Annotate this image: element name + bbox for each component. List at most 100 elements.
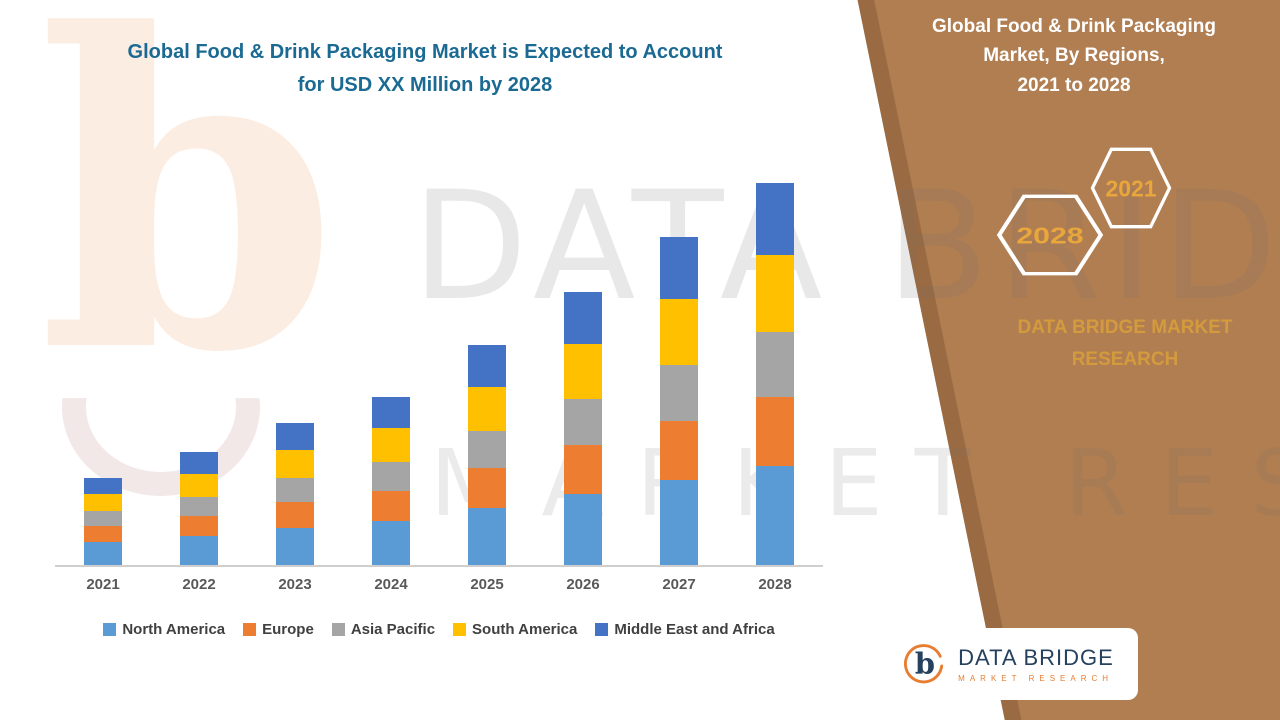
footer-brand-text: DATA BRIDGE MARKET RESEARCH — [958, 645, 1114, 683]
legend-item-north-america: North America — [103, 621, 225, 638]
bar-segment-2024-north-america — [372, 521, 410, 565]
legend-swatch-south-america — [453, 623, 467, 636]
hexagon-2021-label: 2021 — [1105, 175, 1156, 201]
bar-column-2022 — [151, 452, 247, 565]
bar-segment-2027-asia-pacific — [660, 365, 698, 421]
bar-segment-2024-asia-pacific — [372, 462, 410, 491]
bar-segment-2021-north-america — [84, 542, 122, 565]
x-axis-label-2027: 2027 — [662, 576, 696, 593]
watermark-text-databridge: DATA BRIDGE — [412, 160, 1280, 334]
x-axis-label-2024: 2024 — [374, 576, 408, 593]
panel-brand-line1: DATA BRIDGE MARKET — [1017, 317, 1233, 338]
stacked-bar-2025 — [468, 345, 506, 565]
x-axis-labels: 2021 2022 2023 2024 2025 2026 2027 2028 — [55, 576, 823, 593]
hexagon-badge-2028: 2028 — [996, 193, 1104, 277]
panel-brand-line2: RESEARCH — [1071, 349, 1179, 371]
hexagon-2028-label: 2028 — [1016, 222, 1083, 249]
bar-segment-2023-middle-east-and-africa — [276, 423, 314, 450]
stacked-bar-2027 — [660, 237, 698, 565]
bar-segment-2028-asia-pacific — [756, 332, 794, 397]
legend-swatch-middle-east-and-africa — [595, 623, 609, 636]
bar-segment-2026-europe — [564, 445, 602, 494]
bar-segment-2028-middle-east-and-africa — [756, 183, 794, 255]
bar-segment-2022-asia-pacific — [180, 497, 218, 516]
bar-segment-2027-south-america — [660, 299, 698, 365]
bar-segment-2023-south-america — [276, 450, 314, 478]
chart-title-line1: Global Food & Drink Packaging Market is … — [127, 41, 723, 63]
legend-label: Middle East and Africa — [614, 621, 775, 638]
bar-column-2026 — [535, 292, 631, 565]
bar-segment-2021-middle-east-and-africa — [84, 478, 122, 494]
legend-swatch-asia-pacific — [331, 623, 345, 636]
legend-label: South America — [472, 621, 578, 638]
bar-segment-2027-middle-east-and-africa — [660, 237, 698, 299]
databridge-footer-card: b DATA BRIDGE MARKET RESEARCH — [876, 628, 1138, 700]
panel-title: Global Food & Drink Packaging Market, By… — [928, 12, 1220, 100]
legend-label: Europe — [262, 621, 314, 638]
bar-segment-2025-asia-pacific — [468, 431, 506, 468]
panel-title-line1: Global Food & Drink Packaging — [932, 16, 1216, 37]
stacked-bar-2026 — [564, 292, 602, 565]
stacked-bar-2022 — [180, 452, 218, 565]
footer-brand-name: DATA BRIDGE — [958, 645, 1114, 670]
plot-area — [55, 158, 823, 567]
bar-segment-2022-middle-east-and-africa — [180, 452, 218, 474]
databridge-logo-watermark: b — [38, 0, 339, 447]
footer-brand-tagline: MARKET RESEARCH — [958, 674, 1114, 683]
bar-segment-2028-europe — [756, 397, 794, 466]
bar-segment-2026-middle-east-and-africa — [564, 292, 602, 344]
bar-segment-2023-north-america — [276, 528, 314, 565]
bar-segment-2023-europe — [276, 502, 314, 528]
bar-segment-2022-north-america — [180, 536, 218, 565]
panel-title-line2: Market, By Regions, — [983, 45, 1165, 67]
x-axis-label-2023: 2023 — [278, 576, 312, 593]
bar-segment-2024-europe — [372, 491, 410, 521]
bar-column-2021 — [55, 478, 151, 565]
bar-column-2028 — [727, 183, 823, 565]
legend-label: North America — [122, 621, 226, 638]
legend-label: Asia Pacific — [350, 621, 436, 638]
stacked-bar-2021 — [84, 478, 122, 565]
bar-column-2023 — [247, 423, 343, 565]
stacked-bar-2023 — [276, 423, 314, 565]
bar-segment-2022-europe — [180, 516, 218, 536]
legend-item-south-america: South America — [453, 621, 577, 638]
stacked-bar-chart: 2021 2022 2023 2024 2025 2026 2027 2028 North A… — [55, 158, 823, 638]
hexagon-2021-shape: 2021 — [1090, 147, 1172, 229]
x-axis-label-2025: 2025 — [470, 576, 504, 593]
bar-segment-2026-asia-pacific — [564, 399, 602, 445]
bar-segment-2024-middle-east-and-africa — [372, 397, 410, 428]
bar-segment-2026-north-america — [564, 494, 602, 565]
bar-segment-2028-south-america — [756, 255, 794, 332]
bar-segment-2028-north-america — [756, 466, 794, 565]
legend-swatch-north-america — [103, 623, 117, 636]
x-axis-label-2021: 2021 — [86, 576, 120, 593]
bar-column-2025 — [439, 345, 535, 565]
bar-segment-2025-north-america — [468, 508, 506, 565]
bar-segment-2021-south-america — [84, 494, 122, 511]
x-axis-label-2028: 2028 — [758, 576, 792, 593]
bar-column-2027 — [631, 237, 727, 565]
hexagon-2028-shape: 2028 — [996, 194, 1104, 276]
bar-segment-2021-asia-pacific — [84, 511, 122, 526]
bar-segment-2027-europe — [660, 421, 698, 480]
stacked-bar-2024 — [372, 397, 410, 565]
x-axis-label-2026: 2026 — [566, 576, 600, 593]
databridge-logo-icon: b — [904, 644, 944, 684]
bar-segment-2025-middle-east-and-africa — [468, 345, 506, 387]
bar-segment-2021-europe — [84, 526, 122, 542]
hexagon-badge-2021: 2021 — [1090, 146, 1172, 230]
bar-segment-2024-south-america — [372, 428, 410, 462]
x-axis-label-2022: 2022 — [182, 576, 216, 593]
bar-segment-2022-south-america — [180, 474, 218, 497]
panel-brand-text: DATA BRIDGE MARKET RESEARCH — [960, 312, 1280, 377]
bar-segment-2026-south-america — [564, 344, 602, 399]
legend-item-asia-pacific: Asia Pacific — [331, 621, 436, 638]
chart-title-line2: for USD XX Million by 2028 — [297, 74, 553, 96]
chart-title: Global Food & Drink Packaging Market is … — [40, 36, 810, 102]
footer-logo-glyph: b — [915, 647, 935, 681]
bar-segment-2027-north-america — [660, 480, 698, 565]
panel-title-line3: 2021 to 2028 — [1017, 74, 1131, 96]
legend-item-europe: Europe — [243, 621, 314, 638]
bar-segment-2023-asia-pacific — [276, 478, 314, 502]
